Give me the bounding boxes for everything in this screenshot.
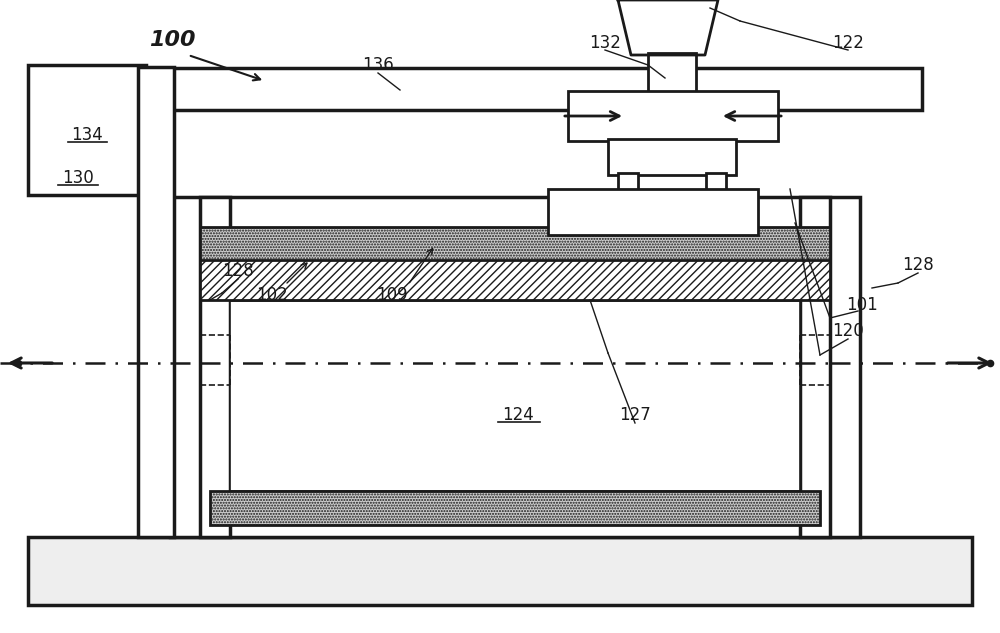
Text: 124: 124 <box>502 406 534 424</box>
Bar <box>648 53 696 93</box>
Bar <box>28 65 146 195</box>
Bar <box>138 67 174 537</box>
Text: 101: 101 <box>846 296 878 314</box>
Bar <box>28 537 972 605</box>
Bar <box>210 491 820 525</box>
Bar <box>548 189 758 235</box>
Bar <box>170 197 860 537</box>
Bar <box>618 173 638 191</box>
Text: 136: 136 <box>362 56 394 74</box>
Bar <box>800 197 830 537</box>
Bar <box>230 301 800 491</box>
Bar <box>568 91 778 141</box>
Text: 100: 100 <box>149 30 195 50</box>
Bar <box>200 197 230 537</box>
Bar <box>200 260 830 300</box>
Text: 128: 128 <box>902 256 934 274</box>
Bar <box>608 139 736 175</box>
Polygon shape <box>618 0 718 55</box>
Bar <box>78 68 922 110</box>
Text: 120: 120 <box>832 322 864 340</box>
Bar <box>200 227 830 263</box>
Text: 134: 134 <box>71 126 103 144</box>
Text: 122: 122 <box>832 34 864 52</box>
Bar <box>706 173 726 191</box>
Text: 130: 130 <box>62 169 94 187</box>
Text: 109: 109 <box>376 286 408 304</box>
Text: 102: 102 <box>256 286 288 304</box>
Text: 128: 128 <box>222 262 254 280</box>
Text: 132: 132 <box>589 34 621 52</box>
Text: 127: 127 <box>619 406 651 424</box>
